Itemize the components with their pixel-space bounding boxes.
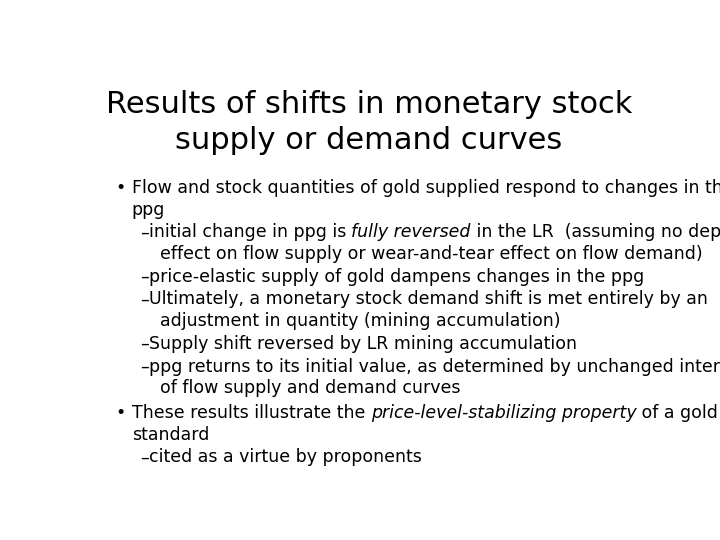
Text: –: – (140, 448, 149, 467)
Text: ppg: ppg (132, 201, 165, 219)
Text: initial change in ppg is: initial change in ppg is (148, 224, 351, 241)
Text: –: – (140, 268, 149, 286)
Text: –: – (140, 291, 149, 308)
Text: Results of shifts in monetary stock
supply or demand curves: Results of shifts in monetary stock supp… (106, 90, 632, 154)
Text: fully reversed: fully reversed (351, 224, 471, 241)
Text: These results illustrate the: These results illustrate the (132, 404, 371, 422)
Text: –: – (140, 335, 149, 353)
Text: Ultimately, a monetary stock demand shift is met entirely by an: Ultimately, a monetary stock demand shif… (148, 291, 708, 308)
Text: –: – (140, 224, 149, 241)
Text: standard: standard (132, 426, 210, 444)
Text: adjustment in quantity (mining accumulation): adjustment in quantity (mining accumulat… (148, 312, 560, 330)
Text: •: • (115, 179, 125, 197)
Text: Supply shift reversed by LR mining accumulation: Supply shift reversed by LR mining accum… (148, 335, 577, 353)
Text: in the LR  (assuming no depletion: in the LR (assuming no depletion (471, 224, 720, 241)
Text: price‑elastic supply of gold dampens changes in the ppg: price‑elastic supply of gold dampens cha… (148, 268, 644, 286)
Text: Flow and stock quantities of gold supplied respond to changes in the: Flow and stock quantities of gold suppli… (132, 179, 720, 197)
Text: ppg returns to its initial value, as determined by unchanged intersection: ppg returns to its initial value, as det… (148, 357, 720, 375)
Text: effect on flow supply or wear-and-tear effect on flow demand): effect on flow supply or wear-and-tear e… (148, 245, 702, 263)
Text: cited as a virtue by proponents: cited as a virtue by proponents (148, 448, 421, 467)
Text: –: – (140, 357, 149, 375)
Text: price‑level‑stabilizing property: price‑level‑stabilizing property (371, 404, 636, 422)
Text: of a gold: of a gold (636, 404, 719, 422)
Text: of flow supply and demand curves: of flow supply and demand curves (148, 379, 460, 397)
Text: •: • (115, 404, 125, 422)
